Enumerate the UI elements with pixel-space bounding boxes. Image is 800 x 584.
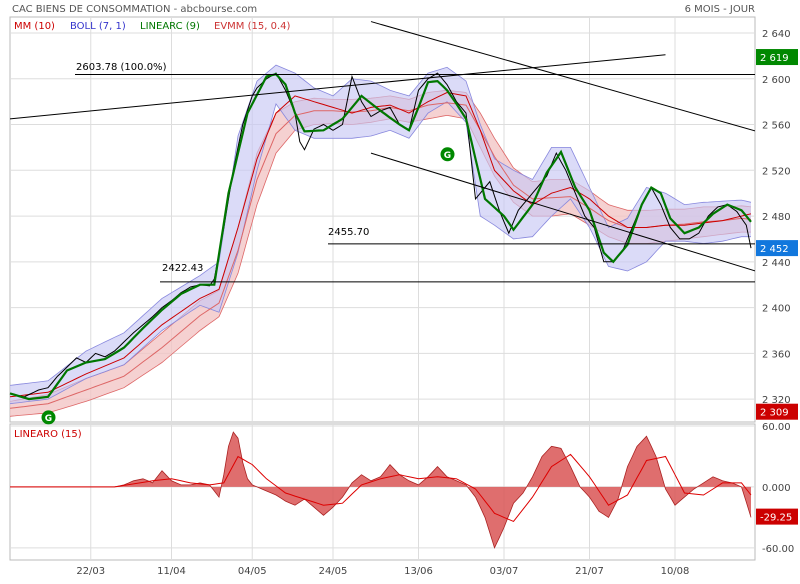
- oscillator-y-axis: 60.00 0.000 -60.00: [762, 422, 794, 555]
- linearc-line: [9, 72, 752, 401]
- signal-marker-circle: [41, 410, 56, 425]
- signal-markers: GG: [41, 147, 455, 425]
- x-tick-label: 04/05: [238, 566, 267, 577]
- chart-title: CAC BIENS DE CONSOMMATION - abcbourse.co…: [12, 4, 257, 15]
- oscillator-panel: [9, 423, 756, 561]
- annotation-fib-100: 2603.78 (100.0%): [76, 62, 167, 73]
- y-tick-label: 2 320: [762, 395, 791, 406]
- osc-tick-label: 0.000: [762, 483, 791, 494]
- x-tick-label: 24/05: [319, 566, 348, 577]
- trendline: [370, 21, 755, 132]
- badge-min-bg: [756, 403, 798, 420]
- bollinger-band: [9, 64, 752, 405]
- y-tick-label: 2 560: [762, 121, 791, 132]
- y-tick-label: 2 520: [762, 166, 791, 177]
- trendline: [370, 152, 755, 272]
- trendline: [10, 54, 666, 120]
- oscillator-signal-line: [10, 453, 752, 523]
- x-tick-label: 03/07: [490, 566, 519, 577]
- evmm-band-fill: [10, 90, 751, 417]
- y-tick-label: 2 480: [762, 212, 791, 223]
- x-tick-label: 22/03: [76, 566, 105, 577]
- legend-mm: MM (10): [14, 21, 55, 32]
- price-y-axis: 2 320 2 360 2 400 2 440 2 480 2 520 2 560 2 600…: [762, 29, 791, 406]
- badge-max-text: 2 619: [760, 53, 789, 64]
- y-tick-label: 2 360: [762, 349, 791, 360]
- oscillator-outline: [10, 431, 752, 549]
- trendlines: [10, 21, 755, 283]
- osc-tick-label: -60.00: [762, 544, 794, 555]
- y-tick-label: 2 400: [762, 304, 791, 315]
- indicator-lines: [9, 72, 752, 409]
- osc-tick-label: 60.00: [762, 422, 791, 433]
- mm-line: [9, 91, 752, 398]
- badge-last-text: 2 452: [760, 244, 789, 255]
- badge-osc-bg: [756, 508, 798, 525]
- legend-boll: BOLL (7, 1): [70, 21, 126, 32]
- annotation-2422: 2422.43: [162, 263, 203, 274]
- signal-marker-label: G: [444, 151, 451, 161]
- y-tick-label: 2 600: [762, 75, 791, 86]
- x-tick-label: 11/04: [157, 566, 186, 577]
- signal-marker-label: G: [45, 414, 52, 424]
- y-tick-label: 2 440: [762, 258, 791, 269]
- boll-upper-line: [9, 64, 752, 386]
- x-tick-label: 13/06: [404, 566, 433, 577]
- oscillator-series: [10, 431, 752, 549]
- chart-period: 6 MOIS - JOUR: [685, 4, 755, 15]
- legend-evmm: EVMM (15, 0.4): [214, 21, 290, 32]
- x-tick-label: 21/07: [575, 566, 604, 577]
- oscillator-title: LINEARO (15): [14, 429, 82, 440]
- date-x-axis: 22/03 11/04 04/05 24/05 13/06 03/07 21/07 10/08: [76, 566, 689, 577]
- annotation-2455: 2455.70: [328, 227, 369, 238]
- price-badges: 2 619 2 452 2 309 -29.25: [756, 49, 798, 525]
- signal-marker-circle: [440, 147, 455, 162]
- boll-lower-line: [9, 101, 751, 405]
- badge-max-bg: [756, 49, 798, 66]
- badge-min-text: 2 309: [760, 408, 789, 419]
- legend-linearc: LINEARC (9): [140, 21, 200, 32]
- y-tick-label: 2 640: [762, 29, 791, 40]
- oscillator-area: [10, 432, 751, 548]
- badge-osc-text: -29.25: [760, 513, 792, 524]
- boll-band-fill: [10, 65, 751, 404]
- annotations: 2603.78 (100.0%) 2455.70 2422.43: [76, 62, 369, 274]
- badge-last-bg: [756, 240, 798, 257]
- x-tick-label: 10/08: [661, 566, 690, 577]
